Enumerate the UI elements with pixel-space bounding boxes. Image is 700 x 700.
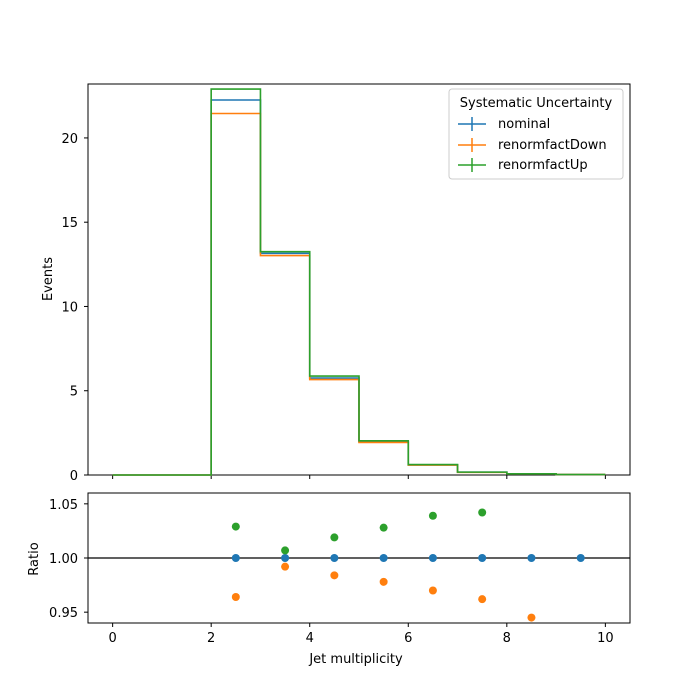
- events-y-tick-label: 20: [61, 132, 78, 147]
- legend-box: [448, 88, 624, 180]
- ratio-point-nominal: [281, 554, 290, 562]
- ratio-point-nominal: [231, 554, 240, 562]
- events-y-tick-label: 15: [61, 216, 78, 231]
- x-tick-label: 6: [404, 631, 412, 646]
- x-tick-label: 2: [207, 631, 215, 646]
- events-axis-label: Events: [41, 257, 56, 301]
- ratio-point-renormfactup: [231, 522, 240, 531]
- events-panel: 0 5 10 15 20 Events Systematic Uncertainty n…: [41, 83, 631, 484]
- legend-label-renormfactdown: renormfactDown: [498, 138, 607, 153]
- events-step-renormfactup: [112, 88, 606, 476]
- legend-title: Systematic Uncertainty: [460, 96, 613, 111]
- ratio-point-nominal: [428, 554, 437, 562]
- ratio-point-nominal: [330, 554, 339, 562]
- x-tick-label: 0: [108, 631, 116, 646]
- ratio-y-tick-label: 0.95: [49, 606, 78, 621]
- ratio-point-renormfactdown: [231, 593, 240, 601]
- events-panel-frame: [87, 83, 631, 476]
- ratio-point-renormfactdown: [330, 571, 339, 580]
- ratio-y-ticks: 0.95 1.00 1.05: [49, 498, 88, 621]
- legend-label-nominal: nominal: [498, 117, 550, 132]
- x-tick-label: 10: [597, 631, 614, 646]
- ratio-point-nominal: [527, 554, 536, 562]
- x-tick-label: 4: [306, 631, 314, 646]
- ratio-point-renormfactup: [330, 533, 339, 542]
- events-y-tick-label: 10: [61, 300, 78, 315]
- events-y-ticks: 0 5 10 15 20: [61, 132, 88, 484]
- ratio-point-renormfactup: [281, 546, 290, 555]
- ratio-series: [231, 508, 585, 622]
- events-x-ticks: [112, 475, 606, 479]
- ratio-point-renormfactdown: [428, 586, 437, 595]
- legend-entry-nominal: nominal: [458, 117, 550, 132]
- ratio-x-ticks: 0 2 4 6 8 10: [108, 623, 614, 646]
- legend-entry-renormfactup: renormfactUp: [458, 158, 588, 173]
- legend-entry-renormfactdown: renormfactDown: [458, 138, 607, 153]
- x-axis-label: Jet multiplicity: [308, 652, 403, 667]
- ratio-y-tick-label: 1.05: [49, 498, 78, 513]
- ratio-point-renormfactdown: [281, 562, 290, 571]
- ratio-point-nominal: [379, 554, 388, 562]
- legend: Systematic Uncertainty nominal renormfac…: [448, 88, 624, 180]
- ratio-point-renormfactup: [478, 508, 487, 517]
- legend-label-renormfactup: renormfactUp: [498, 158, 588, 173]
- events-series: [112, 88, 606, 476]
- ratio-point-nominal: [478, 554, 487, 562]
- ratio-point-renormfactup: [379, 523, 388, 532]
- ratio-axis-label: Ratio: [27, 542, 42, 575]
- events-y-tick-label: 0: [70, 469, 78, 484]
- ratio-point-renormfactup: [428, 511, 437, 520]
- x-tick-label: 8: [503, 631, 511, 646]
- events-y-tick-label: 5: [70, 385, 78, 400]
- ratio-point-renormfactdown: [478, 595, 487, 604]
- ratio-panel: 0.95 1.00 1.05 0 2 4 6 8 10 Ratio Jet multiplic…: [27, 492, 631, 667]
- ratio-point-renormfactdown: [527, 613, 536, 622]
- ratio-point-renormfactdown: [379, 577, 388, 586]
- ratio-point-nominal: [576, 554, 585, 562]
- ratio-y-tick-label: 1.00: [49, 552, 78, 567]
